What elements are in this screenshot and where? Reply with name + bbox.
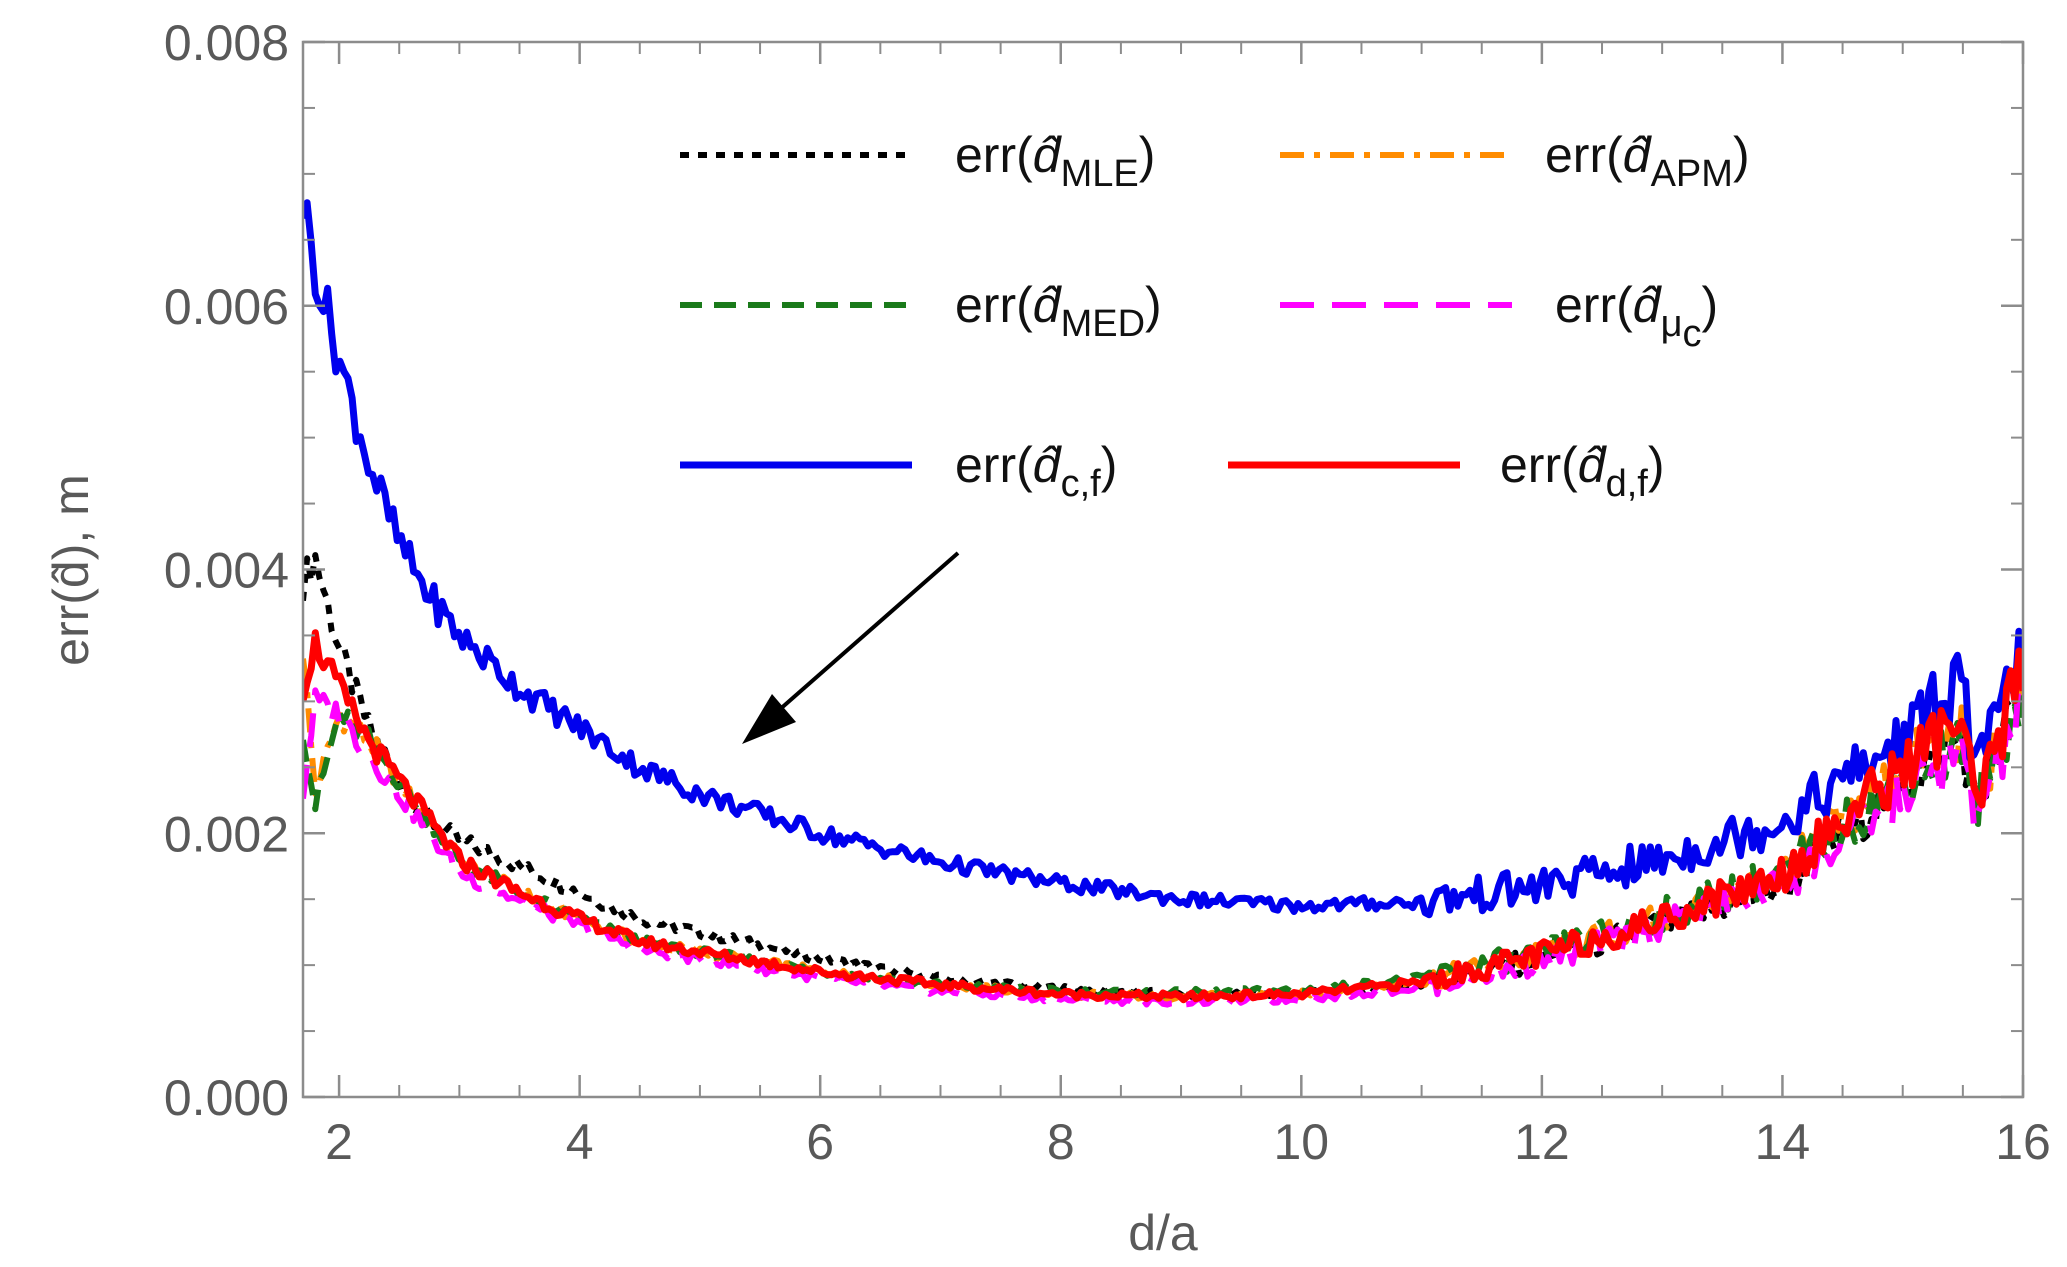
y-tick-label: 0.002 (164, 806, 289, 862)
annotation-arrow (742, 551, 960, 744)
legend-label: err(d̂c,f) (955, 437, 1117, 505)
legend-label: err(d̂d,f) (1500, 437, 1664, 505)
x-axis-label: d/a (1128, 1205, 1198, 1261)
y-axis-label: err(d̂), m (43, 474, 99, 666)
y-tick-label: 0.006 (164, 279, 289, 335)
x-tick-label: 12 (1514, 1114, 1570, 1170)
series-line-5 (303, 629, 2023, 1004)
y-tick-label: 0.008 (164, 15, 289, 71)
x-tick-label: 16 (1995, 1114, 2051, 1170)
legend-label: err(d̂μc) (1555, 277, 1718, 355)
series-line-4 (303, 199, 2023, 919)
x-tick-label: 2 (325, 1114, 353, 1170)
x-tick-label: 8 (1047, 1114, 1075, 1170)
legend: err(d̂MLE) err(d̂APM) err(d̂MED) err(d̂μc) e… (680, 127, 1750, 505)
x-tick-label: 10 (1274, 1114, 1330, 1170)
legend-label: err(d̂MED) (955, 277, 1162, 345)
x-tick-label: 14 (1755, 1114, 1811, 1170)
x-tick-label: 4 (566, 1114, 594, 1170)
legend-label: err(d̂MLE) (955, 127, 1155, 195)
y-tick-label: 0.000 (164, 1070, 289, 1126)
ticks-layer (303, 40, 2025, 1099)
x-tick-label: 6 (806, 1114, 834, 1170)
labels-layer: 2 4 6 8 10 12 14 16 0.000 0.002 0.004 0.006 0.008 (164, 15, 2051, 1170)
y-tick-label: 0.004 (164, 543, 289, 599)
legend-label: err(d̂APM) (1545, 127, 1750, 195)
series-layer (303, 199, 2023, 1008)
